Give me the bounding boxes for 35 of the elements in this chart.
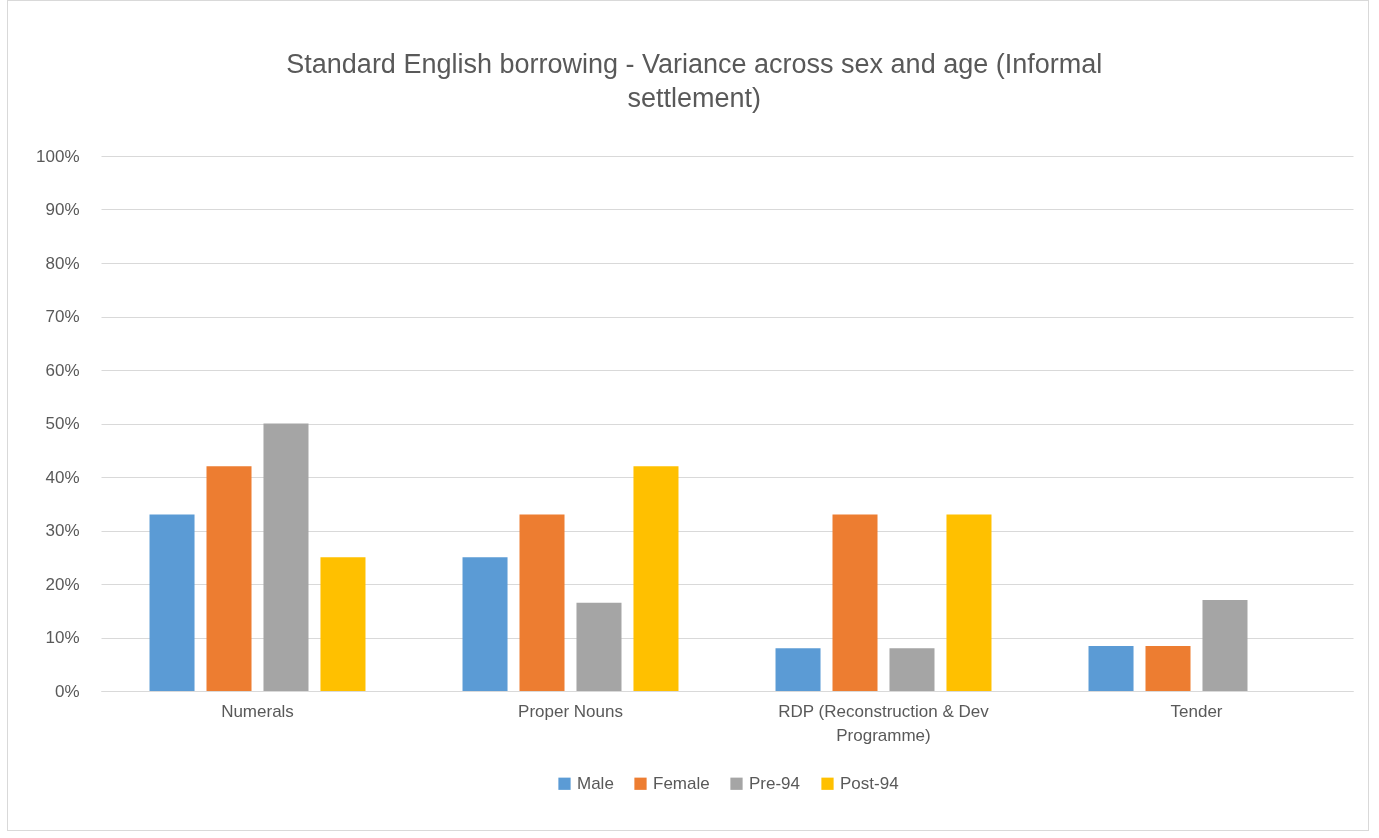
bar <box>576 602 622 691</box>
x-tick-label: Proper Nouns <box>518 701 623 721</box>
x-tick-label: Numerals <box>221 701 294 721</box>
legend-label: Post-94 <box>840 773 899 793</box>
y-tick-label: 60% <box>45 360 80 380</box>
y-tick-label: 20% <box>45 574 80 594</box>
bar <box>946 514 992 691</box>
bar <box>149 514 195 691</box>
legend-label: Female <box>653 773 710 793</box>
bar <box>1088 646 1134 691</box>
chart-title: Standard English borrowing - Variance across sex and age (Informal settlement) <box>286 49 1103 113</box>
y-tick-label: 40% <box>45 467 80 487</box>
legend-label: Pre-94 <box>749 773 801 793</box>
y-tick-label: 70% <box>45 307 80 326</box>
bar <box>263 423 309 691</box>
y-tick-label: 50% <box>45 414 80 433</box>
y-tick-label: 90% <box>45 200 80 219</box>
bar <box>633 466 679 691</box>
bar <box>1145 646 1191 691</box>
bar <box>832 514 878 691</box>
bar <box>889 648 935 691</box>
bar <box>206 466 252 691</box>
x-tick-label: RDP (Reconstruction & Dev Programme) <box>778 701 990 745</box>
bar <box>519 514 565 691</box>
y-tick-label: 100% <box>36 146 80 166</box>
bar <box>320 557 366 691</box>
y-tick-label: 0% <box>54 681 80 701</box>
bar <box>462 557 508 691</box>
legend-label: Male <box>577 773 614 793</box>
y-tick-label: 30% <box>45 521 80 540</box>
y-tick-label: 10% <box>45 628 80 647</box>
bar <box>1202 600 1248 691</box>
y-tick-label: 80% <box>45 253 80 273</box>
x-tick-label: Tender <box>1170 701 1223 721</box>
bar <box>775 648 821 691</box>
